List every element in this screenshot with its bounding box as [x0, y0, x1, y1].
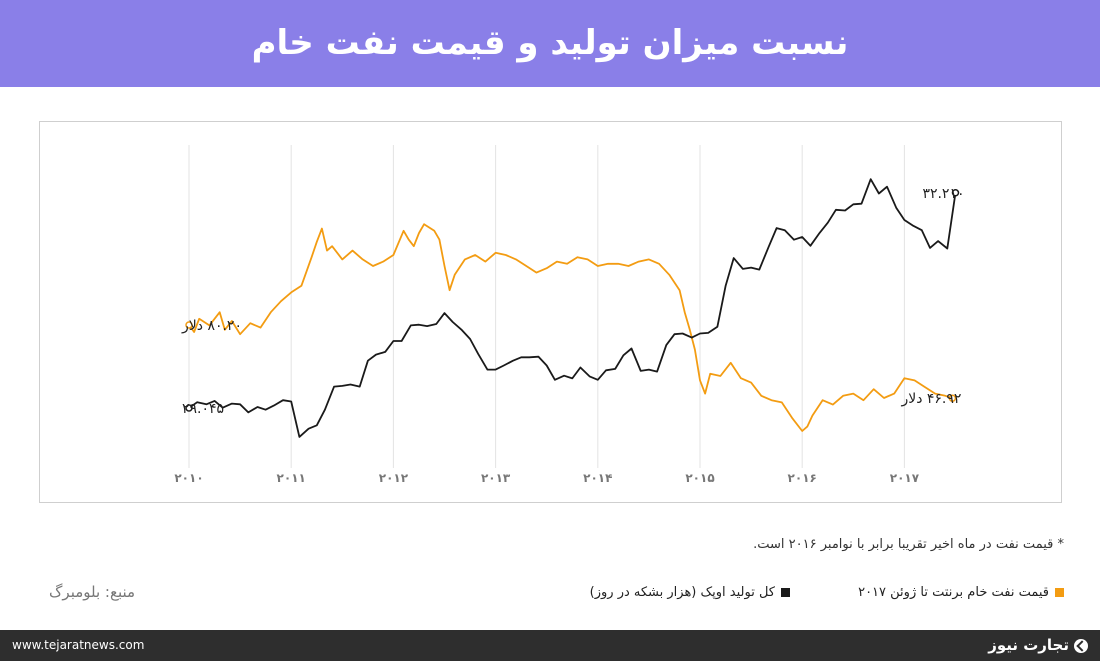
chart-frame: [39, 121, 1062, 503]
legend-label-oil-price: قیمت نفت خام برنتت تا ژوئن ۲۰۱۷: [858, 585, 1049, 600]
logo-mark-icon: [1074, 638, 1088, 653]
footnote: * قیمت نفت در ماه اخیر تقریبا برابر با ن…: [753, 537, 1064, 552]
header-banner: نسبت میزان تولید و قیمت نفت خام: [0, 0, 1100, 87]
series-end-marker: [951, 189, 960, 197]
source-note: منبع: بلومبرگ: [49, 583, 136, 601]
x-tick-label: ۲۰۱۶: [788, 471, 817, 485]
x-tick-label: ۲۰۱۲: [379, 471, 409, 485]
legend-swatch-orange: [1055, 588, 1064, 597]
series-end-label: ۴۶.۹۲ دلار: [900, 391, 961, 407]
series-line-oil-price: [188, 223, 953, 432]
footer-bar: www.tejaratnews.com تجارت نیوز: [0, 630, 1100, 661]
brand-logo[interactable]: تجارت نیوز: [988, 630, 1088, 661]
legend-item-oil-price: قیمت نفت خام برنتت تا ژوئن ۲۰۱۷: [858, 585, 1064, 600]
chart-title: نسبت میزان تولید و قیمت نفت خام: [251, 23, 849, 63]
legend-item-opec-production: کل تولید اوپک (هزار بشکه در روز): [590, 585, 790, 600]
series-start-marker: [185, 404, 193, 412]
series-end-label: ۳۲.۲۱۰: [922, 186, 964, 202]
logo-text: تجارت نیوز: [988, 636, 1069, 654]
x-tick-label: ۲۰۱۱: [277, 471, 306, 485]
series-end-marker: [948, 394, 957, 402]
series-start-label: ۸۰.۲۰ دلار: [181, 318, 242, 334]
series-start-marker: [185, 321, 193, 329]
x-tick-label: ۲۰۱۳: [481, 471, 511, 485]
x-tick-label: ۲۰۱۵: [685, 471, 714, 485]
legend-swatch-black: [781, 588, 790, 597]
legend-label-opec-production: کل تولید اوپک (هزار بشکه در روز): [589, 585, 775, 600]
x-tick-label: ۲۰۱۰: [174, 471, 203, 485]
x-tick-label: ۲۰۱۷: [890, 471, 920, 485]
x-tick-label: ۲۰۱۴: [583, 471, 612, 485]
series-start-label: ۲۹.۰۴۵: [182, 401, 224, 417]
series-line-opec-production: [188, 178, 957, 438]
site-url[interactable]: www.tejaratnews.com: [12, 638, 145, 652]
